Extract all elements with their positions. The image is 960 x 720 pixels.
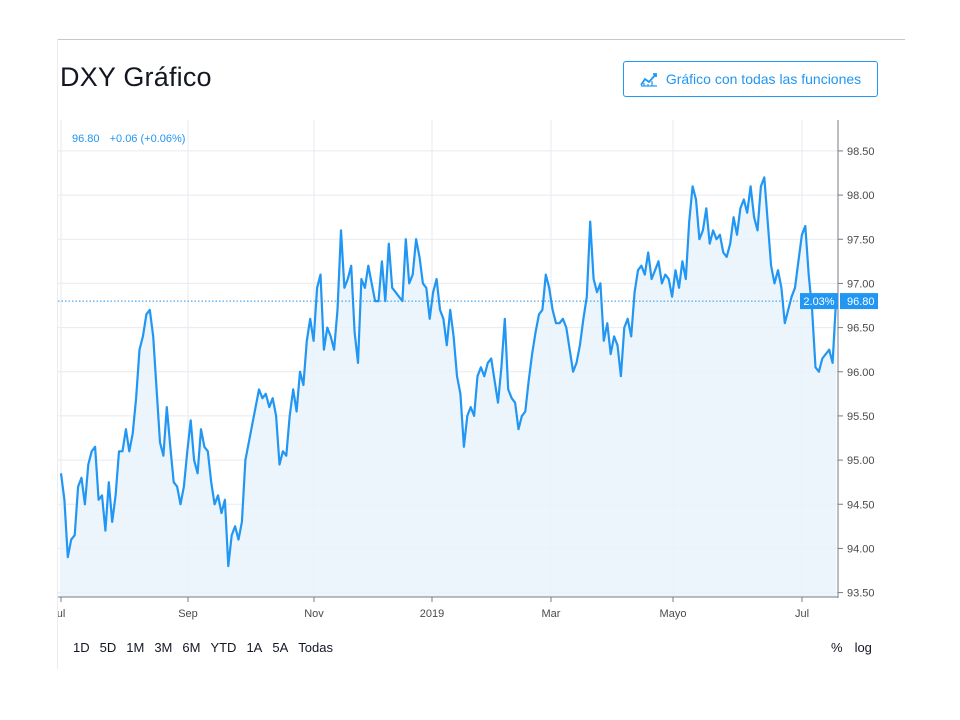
x-tick-label: Mar [542,608,561,620]
chart-line-icon [640,73,657,87]
page-title: DXY Gráfico [60,62,212,92]
range-button[interactable]: 5A [272,640,289,655]
y-tick-label: 94.00 [847,543,875,555]
y-tick-label: 97.50 [847,234,875,246]
scale-toggles: % log [831,640,884,655]
log-scale-toggle[interactable]: log [854,640,872,655]
last-change-label: 2.03% [803,296,834,308]
x-tick-label: 2019 [420,608,444,620]
left-divider [57,39,58,669]
last-price-label: 96.80 [847,296,875,308]
y-tick-label: 96.00 [847,367,875,379]
chart-legend: 96.80 +0.06 (+0.06%) [72,133,192,145]
series-area [61,177,836,597]
range-button[interactable]: 3M [154,640,173,655]
legend-price: 96.80 [72,133,100,145]
x-tick-label: Nov [304,608,324,620]
y-tick-label: 95.50 [847,411,875,423]
full-chart-button-label: Gráfico con todas las funciones [665,71,862,87]
range-selector: 1D 5D 1M 3M 6M YTD 1A 5A Todas [73,640,343,655]
x-tick-label: Sep [178,608,198,620]
top-divider [57,39,905,40]
full-chart-button[interactable]: Gráfico con todas las funciones [623,61,878,97]
series-line [59,176,838,568]
y-tick-label: 93.50 [847,588,875,600]
range-button[interactable]: 6M [182,640,201,655]
y-tick-label: 97.00 [847,278,875,290]
percent-scale-toggle[interactable]: % [831,640,843,655]
range-button[interactable]: YTD [210,640,237,655]
y-tick-label: 95.00 [847,455,875,467]
y-tick-label: 98.50 [847,146,875,158]
last-change-badge [800,293,838,310]
last-price-badge [840,293,878,310]
range-button[interactable]: 5D [99,640,117,655]
y-tick-label: 94.50 [847,499,875,511]
range-button[interactable]: Todas [298,640,333,655]
x-tick-label: ul [58,608,65,620]
range-button[interactable]: 1M [126,640,145,655]
range-button[interactable]: 1D [73,640,90,655]
x-tick-label: Jul [795,608,809,620]
y-tick-label: 98.00 [847,190,875,202]
range-button[interactable]: 1A [246,640,263,655]
legend-change: +0.06 (+0.06%) [109,133,186,145]
y-tick-label: 96.50 [847,323,875,335]
x-tick-label: Mayo [660,608,687,620]
price-chart[interactable]: 93.50 94.00 94.50 95.00 95.50 96.00 96.50 97.00… [58,120,880,628]
chart-area[interactable]: 93.50 94.00 94.50 95.00 95.50 96.00 96.50 97.00… [58,120,880,628]
